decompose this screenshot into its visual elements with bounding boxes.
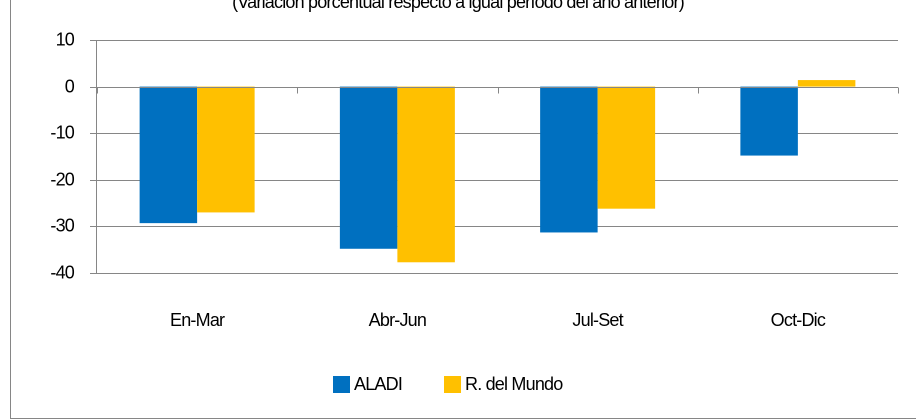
y-tick-label: -10 [50,122,74,142]
legend-swatch [444,376,461,393]
bar [597,86,656,209]
bar [797,80,856,87]
legend-label: ALADI [354,374,402,394]
bar [339,86,398,249]
x-tick-label: Jul-Set [572,310,623,330]
y-tick-label: -30 [50,215,74,235]
y-tick-label: 0 [65,76,75,96]
y-tick-label: -20 [50,169,74,189]
bar [139,86,198,224]
x-tick-label: Abr-Jun [369,310,426,330]
y-tick-label: -40 [50,262,74,282]
bar [540,86,598,233]
x-tick-label: Oct-Dic [771,310,826,330]
x-tick-label: En-Mar [170,310,225,330]
chart-subtitle: (Variación porcentual respecto a igual p… [232,0,684,12]
legend-label: R. del Mundo [465,374,563,394]
legend-swatch [333,376,350,393]
y-tick-label: 10 [56,29,75,49]
bar [740,86,798,156]
bar [197,86,255,213]
bar [397,86,455,263]
